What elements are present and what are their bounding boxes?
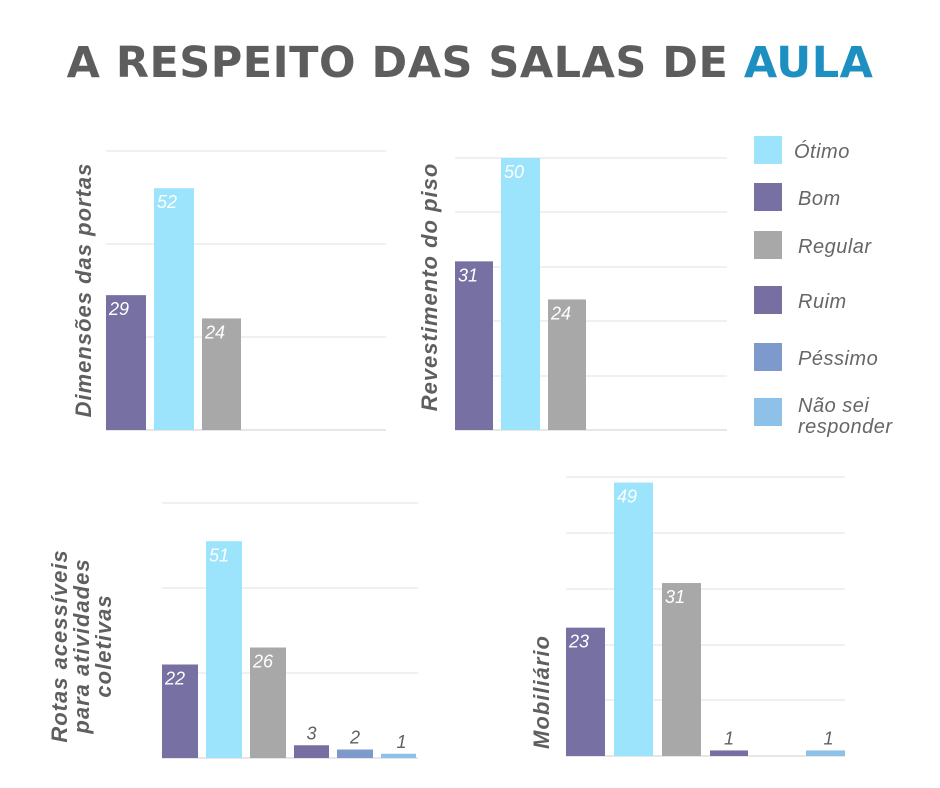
data-label-bom: 29 xyxy=(108,299,129,319)
legend-label-ruim: Ruim xyxy=(798,291,847,313)
legend-swatch-bom xyxy=(754,183,782,211)
chart-mobiliario: 23 49 31 1 1 Mobiliário xyxy=(529,476,845,757)
bar-otimo xyxy=(154,188,194,430)
legend-item-nao-sei: Não sei responder xyxy=(754,395,934,448)
legend-label-regular: Regular xyxy=(798,236,872,258)
chart-dimensoes-das-portas: 29 52 24 Dimensões das portas xyxy=(71,150,386,431)
bar-nao-sei-responder xyxy=(806,750,845,756)
legend-item-pessimo: Péssimo xyxy=(754,343,934,377)
legend-swatch-nao-sei xyxy=(754,398,782,426)
bar-bom xyxy=(162,664,198,758)
data-label-otimo: 49 xyxy=(617,487,637,507)
bar-otimo xyxy=(614,482,653,756)
chart-revestimento-do-piso: 31 50 24 Revestimento do piso xyxy=(417,157,727,431)
legend-item-ruim: Ruim xyxy=(754,286,934,320)
bar-otimo xyxy=(501,158,540,430)
chart-title-line: para atividades xyxy=(69,558,94,734)
data-label-ruim: 3 xyxy=(306,723,316,743)
data-label-ruim: 1 xyxy=(724,728,734,748)
bar-ruim xyxy=(294,745,329,758)
data-label-otimo: 50 xyxy=(504,162,524,182)
chart-title: Rotas acessíveispara atividadescoletivas xyxy=(47,549,116,742)
data-label-regular: 24 xyxy=(204,322,225,342)
chart-title-line: coletivas xyxy=(91,594,116,697)
data-label-otimo: 51 xyxy=(209,545,229,565)
page-title: A RESPEITO DAS SALAS DE AULA xyxy=(0,38,940,88)
data-label-bom: 23 xyxy=(568,632,589,652)
data-label-regular: 24 xyxy=(550,303,571,323)
chart-title: Revestimento do piso xyxy=(417,163,442,412)
bar-ruim xyxy=(710,750,748,756)
chart-title: Dimensões das portas xyxy=(71,163,96,418)
bar-regular xyxy=(202,318,241,430)
legend-item-bom: Bom xyxy=(754,183,934,217)
bar-regular xyxy=(548,299,586,430)
chart-rotas-acessiveis-para-atividades-coletivas: 22 51 26 3 2 1 Rotas acessíveispara atividades… xyxy=(47,502,418,759)
legend-swatch-otimo xyxy=(754,136,782,164)
legend-label-otimo: Ótimo xyxy=(794,141,850,163)
bar-regular xyxy=(250,647,286,758)
bar-bom xyxy=(106,295,146,430)
bar-pessimo xyxy=(337,749,373,758)
data-label-nao-sei-responder: 1 xyxy=(396,732,406,752)
data-label-nao-sei-responder: 1 xyxy=(823,728,833,748)
legend-label-bom: Bom xyxy=(798,188,841,210)
data-label-otimo: 52 xyxy=(157,192,177,212)
data-label-regular: 31 xyxy=(665,587,685,607)
legend-swatch-ruim xyxy=(754,286,782,314)
bar-nao-sei-responder xyxy=(381,753,416,758)
data-label-regular: 26 xyxy=(252,652,274,672)
bar-bom xyxy=(566,627,605,756)
legend-item-otimo: Ótimo xyxy=(754,136,934,170)
legend-swatch-pessimo xyxy=(754,343,782,371)
data-label-bom: 22 xyxy=(164,669,185,689)
bar-otimo xyxy=(206,541,242,758)
chart-title-line: Rotas acessíveis xyxy=(47,549,72,742)
chart-title: Mobiliário xyxy=(529,635,554,749)
title-text: A RESPEITO DAS SALAS DE xyxy=(66,38,744,88)
bar-bom xyxy=(455,261,493,430)
bar-regular xyxy=(662,583,701,756)
legend-item-regular: Regular xyxy=(754,231,934,265)
legend-label-pessimo: Péssimo xyxy=(798,348,879,370)
title-accent: AULA xyxy=(743,38,874,88)
data-label-pessimo: 2 xyxy=(349,728,360,748)
legend-label-nao-sei: Não sei responder xyxy=(798,395,893,438)
legend-swatch-regular xyxy=(754,231,782,259)
data-label-bom: 31 xyxy=(458,265,478,285)
